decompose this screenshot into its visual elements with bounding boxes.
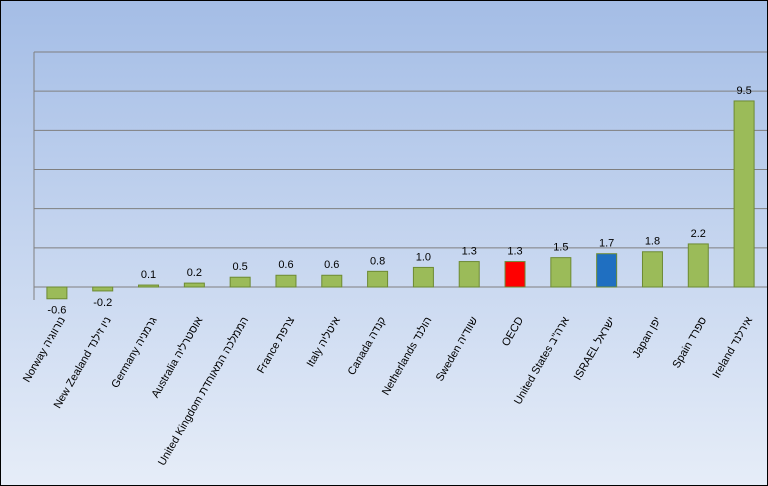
bar <box>504 261 526 288</box>
value-label: 0.1 <box>141 269 156 281</box>
value-label: 1.3 <box>462 245 477 257</box>
bar <box>687 243 709 288</box>
value-label: 1.7 <box>599 238 614 250</box>
bar <box>183 282 205 288</box>
value-label: 0.8 <box>370 255 385 267</box>
value-label: 1.0 <box>416 251 431 263</box>
bar <box>46 286 68 300</box>
bar <box>138 284 160 288</box>
value-label: -0.2 <box>93 297 112 309</box>
bar <box>458 261 480 288</box>
bar <box>412 266 434 288</box>
value-label: 0.6 <box>278 259 293 271</box>
value-label: 0.6 <box>324 259 339 271</box>
value-label: -0.6 <box>47 305 66 317</box>
bar <box>641 251 663 288</box>
value-label: 2.2 <box>691 228 706 240</box>
value-label: 9.5 <box>736 85 751 97</box>
value-label: 1.8 <box>645 236 660 248</box>
value-label: 1.3 <box>507 245 522 257</box>
value-label: 1.5 <box>553 242 568 254</box>
bar <box>275 274 297 288</box>
bar <box>367 270 389 288</box>
bar <box>550 257 572 288</box>
bar <box>321 274 343 288</box>
bar <box>596 253 618 288</box>
value-label: 0.2 <box>187 267 202 279</box>
bar <box>229 276 251 288</box>
bar <box>733 100 755 288</box>
bar <box>92 286 114 292</box>
value-label: 0.5 <box>233 261 248 273</box>
